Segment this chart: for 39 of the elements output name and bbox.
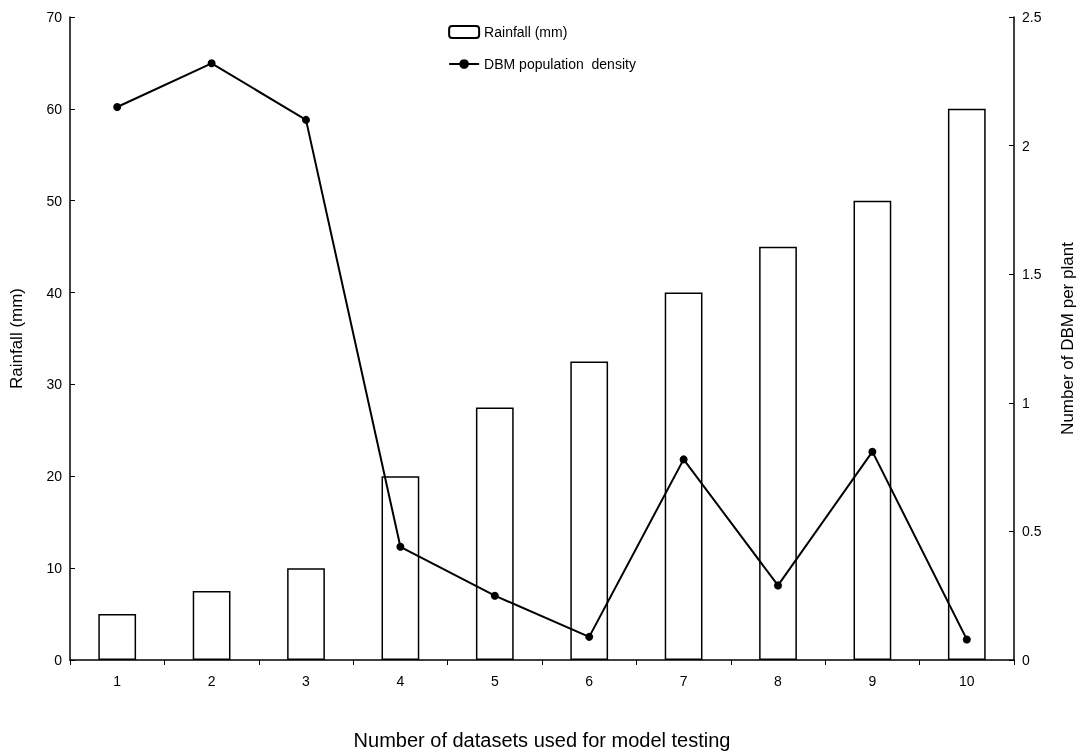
x-tick-label: 5 bbox=[490, 673, 499, 689]
point bbox=[774, 581, 782, 590]
y2-axis-title: Number of DBM per plant bbox=[1058, 241, 1077, 435]
x-tick-label: 3 bbox=[302, 673, 311, 689]
x-tick-label: 1 bbox=[113, 673, 122, 689]
point bbox=[113, 103, 122, 112]
y2-tick-label: 0.5 bbox=[1022, 523, 1042, 540]
point bbox=[679, 455, 688, 464]
y-tick-label: 20 bbox=[46, 468, 63, 485]
y2-tick-label: 0 bbox=[1022, 652, 1030, 668]
y-tick-label: 30 bbox=[46, 376, 63, 393]
y-tick-label: 50 bbox=[46, 192, 63, 209]
legend-label: DBM population density bbox=[484, 56, 636, 72]
y2-tick-label: 2 bbox=[1022, 137, 1030, 154]
x-tick-label: 2 bbox=[207, 673, 216, 689]
y2-tick-label: 2.5 bbox=[1022, 9, 1042, 25]
point bbox=[585, 632, 594, 641]
point bbox=[490, 591, 499, 600]
y-tick-label: 70 bbox=[46, 9, 63, 25]
y2-tick-label: 1 bbox=[1022, 394, 1030, 411]
y2-tick-label: 1.5 bbox=[1022, 266, 1042, 283]
x-tick-label: 7 bbox=[679, 673, 688, 689]
x-tick-label: 4 bbox=[396, 673, 405, 689]
point bbox=[207, 59, 216, 68]
y-tick-label: 0 bbox=[54, 652, 63, 668]
point bbox=[396, 542, 405, 551]
y-tick-label: 60 bbox=[46, 100, 63, 117]
point bbox=[962, 635, 971, 644]
legend-label: Rainfall (mm) bbox=[484, 24, 568, 40]
y-tick-label: 40 bbox=[46, 284, 63, 301]
y-tick-label: 10 bbox=[46, 560, 63, 577]
x-tick-label: 9 bbox=[868, 673, 877, 689]
x-tick-label: 6 bbox=[585, 673, 594, 689]
x-tick-label: 10 bbox=[959, 673, 975, 689]
x-tick-label: 8 bbox=[774, 673, 783, 689]
point bbox=[868, 447, 877, 456]
x-axis-title: Number of datasets used for model testing bbox=[353, 729, 731, 751]
y-axis-title: Rainfall (mm) bbox=[7, 287, 26, 390]
point bbox=[302, 115, 310, 124]
